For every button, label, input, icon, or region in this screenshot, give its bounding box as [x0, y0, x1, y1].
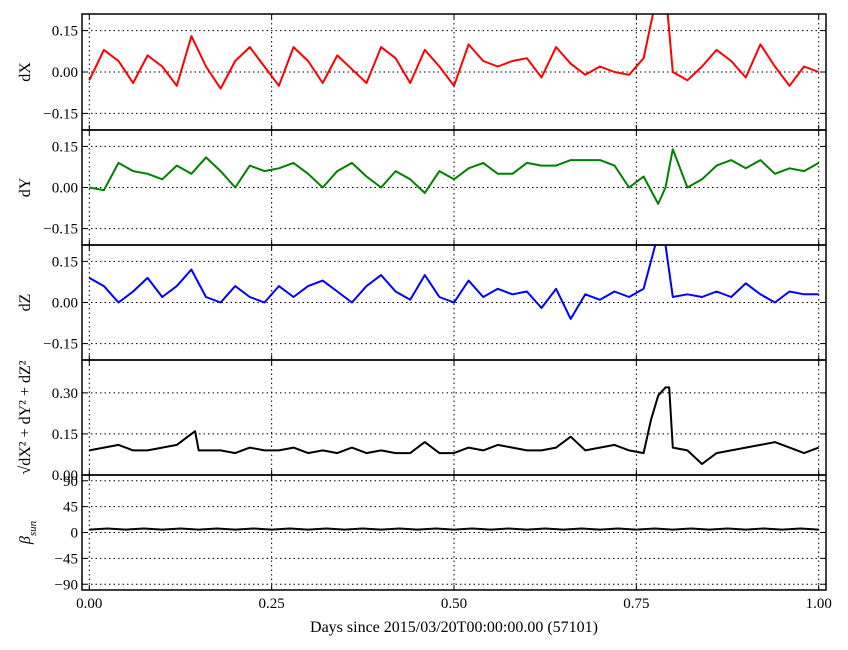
panel-dR: 0.30 0.15 0.00 √dX² + dY² + dZ²	[17, 359, 827, 484]
series-line-beta	[89, 527, 819, 531]
y-tick-label: −45	[55, 551, 78, 567]
series-line-dZ	[88, 245, 819, 320]
series-line-dX	[88, 14, 820, 90]
y-tick-label: 0.15	[52, 427, 78, 443]
x-tick-label: 0.25	[259, 596, 285, 612]
y-axis-label-dR: √dX² + dY² + dZ²	[17, 360, 34, 474]
y-tick-label: −0.15	[43, 106, 78, 122]
panel-dX: 0.15 0.00 −0.15 dX	[17, 13, 827, 131]
y-tick-label: −0.15	[43, 222, 78, 238]
y-tick-label: 0.00	[52, 65, 78, 81]
y-tick-label: 0	[71, 526, 79, 542]
x-tick-label: 1.00	[806, 596, 832, 612]
panel-frame	[81, 359, 827, 476]
series-line-dY	[89, 148, 820, 205]
y-tick-label: 0.00	[52, 468, 78, 484]
y-tick-label: 90	[63, 474, 78, 490]
y-tick-label: 0.15	[52, 139, 78, 155]
panel-dY: 0.15 0.00 −0.15 dY	[17, 129, 827, 246]
panel-frame	[81, 474, 827, 591]
y-tick-label: −0.15	[43, 337, 78, 353]
x-tick-label: 0.50	[441, 596, 467, 612]
x-tick-label: 0.75	[623, 596, 649, 612]
x-tick-label: 0.00	[76, 596, 102, 612]
panels-group: 0.15 0.00 −0.15 dX 0.15 0.00 −0.15 dY 0.15 0.00 −0…	[17, 13, 832, 612]
y-tick-label: 45	[63, 500, 78, 516]
y-axis-label-dZ: dZ	[17, 294, 34, 312]
panel-dZ: 0.15 0.00 −0.15 dZ	[17, 244, 827, 361]
series-line-dR	[89, 386, 820, 465]
y-tick-label: 0.30	[52, 386, 78, 402]
y-axis-label-dX: dX	[17, 62, 34, 82]
y-tick-label: 0.15	[52, 254, 78, 270]
y-axis-label-dY: dY	[17, 177, 34, 197]
y-tick-label: 0.15	[52, 24, 78, 40]
panel-beta: 90 45 0 −45 −90 βsun	[17, 474, 827, 593]
y-axis-label-beta: βsun	[17, 520, 39, 545]
x-axis-label: Days since 2015/03/20T00:00:00.00 (57101…	[310, 619, 598, 636]
panel-frame	[81, 13, 827, 131]
y-tick-label: 0.00	[52, 181, 78, 197]
y-tick-label: 0.00	[52, 296, 78, 312]
y-tick-label: −90	[55, 577, 78, 593]
panel-frame	[81, 129, 827, 246]
